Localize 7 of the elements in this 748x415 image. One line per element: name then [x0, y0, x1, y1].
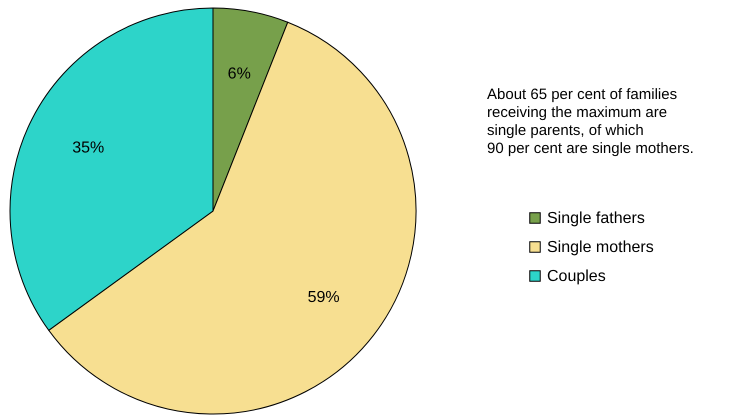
legend-label: Single fathers — [547, 210, 645, 227]
data-label: 59% — [308, 288, 340, 306]
legend-label: Couples — [547, 268, 606, 285]
data-label: 6% — [228, 65, 251, 82]
text: About 65 per cent of families receiving the maximum are single parents, of which 90 per cent are single mothers. — [487, 86, 694, 157]
data-label: 35% — [72, 139, 104, 156]
legend-label: Single mothers — [547, 239, 654, 256]
